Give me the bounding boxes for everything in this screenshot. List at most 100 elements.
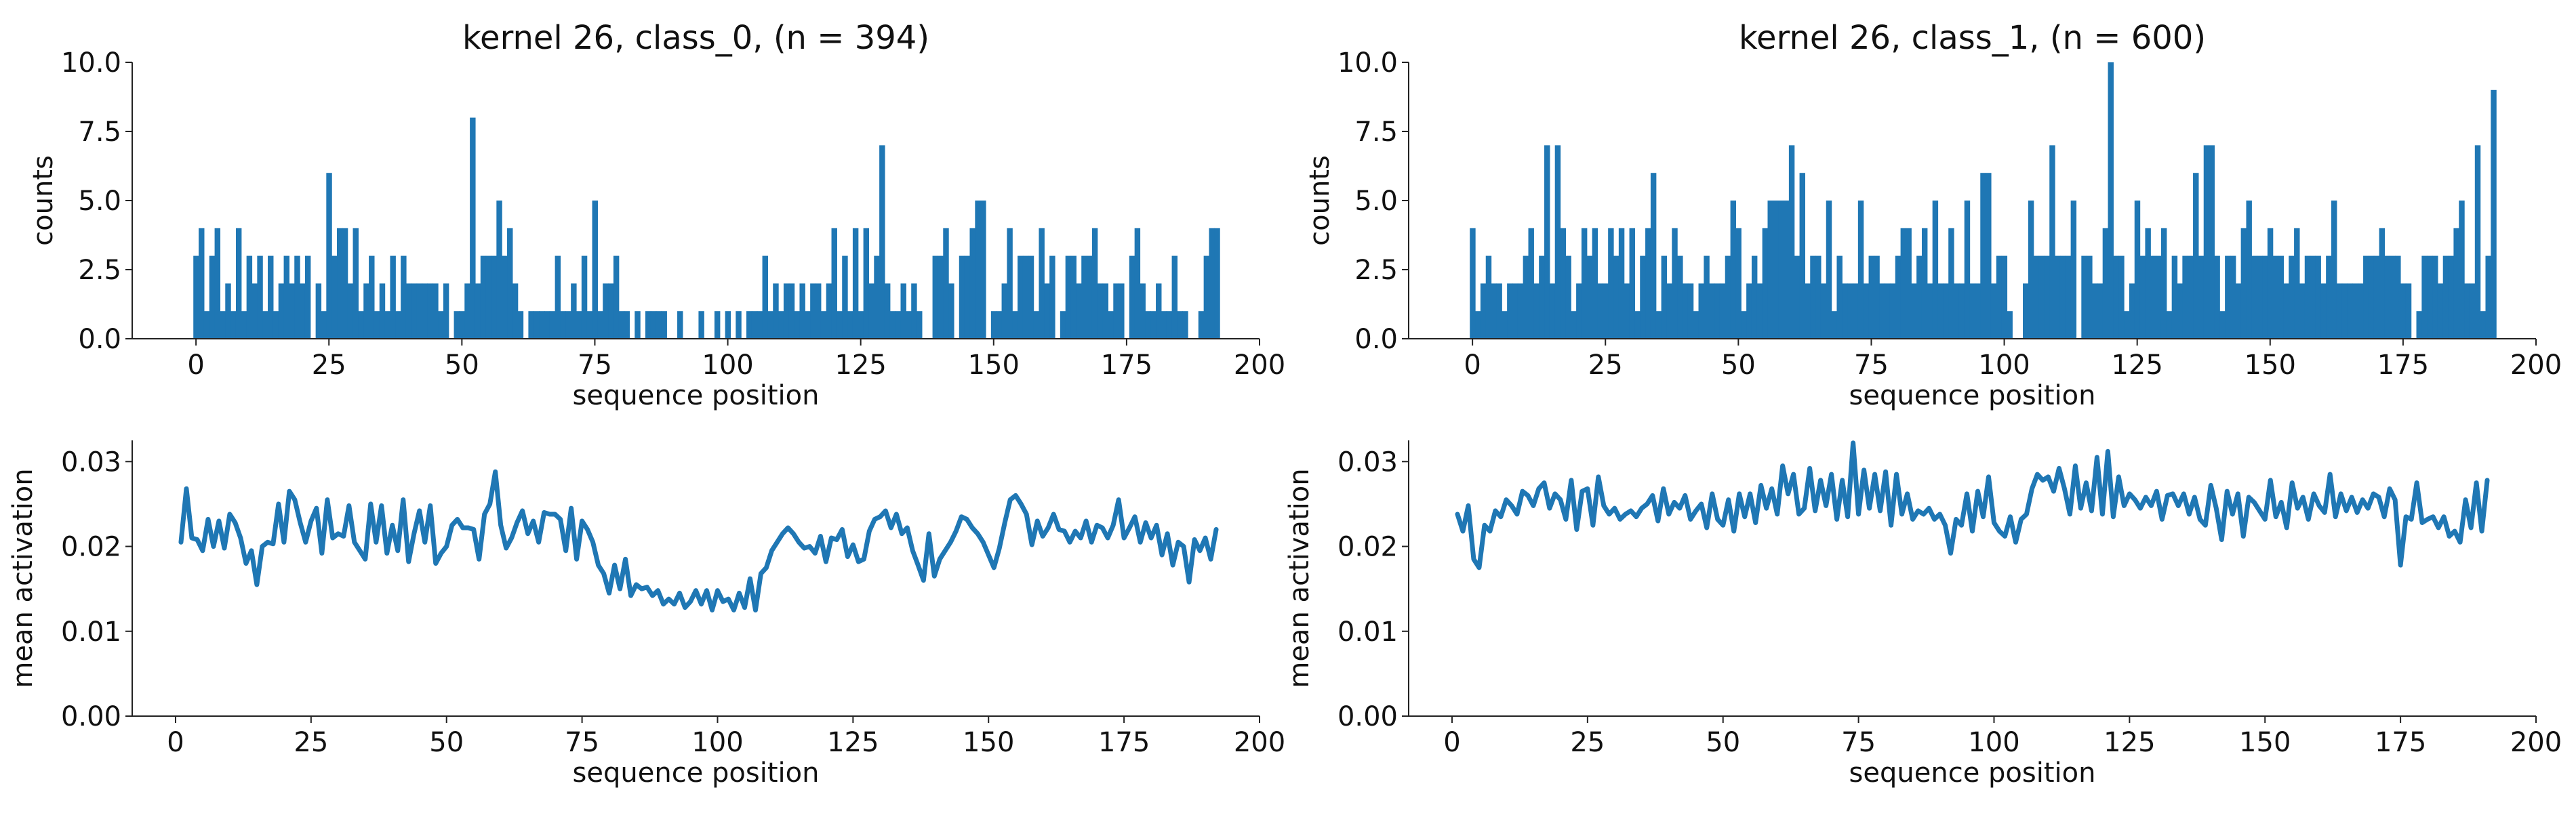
panel-2-bar-188	[2469, 283, 2476, 339]
panel-1-bar-98	[714, 311, 721, 339]
panel-1-bar-148	[980, 201, 986, 339]
panel-2-x-axis-label: sequence position	[1849, 380, 2096, 411]
panel-4-x-tick-label: 175	[2375, 727, 2426, 758]
panel-1-bar-49	[454, 311, 460, 339]
panel-1-bar-18	[289, 283, 295, 339]
panel-1-bar-176	[1129, 255, 1135, 339]
panel-2-y-tick-label: 2.5	[1354, 255, 1398, 286]
panel-2-bar-169	[2368, 255, 2375, 339]
panel-1-bar-166	[1076, 283, 1082, 339]
panel-1-bar-117	[816, 283, 822, 339]
panel-1-bar-46	[438, 311, 444, 339]
panel-2-bar-54	[1756, 283, 1763, 339]
panel-1-bar-147	[975, 201, 981, 339]
panel-2-bar-175	[2400, 283, 2407, 339]
panel-1-bar-21	[304, 255, 311, 339]
panel-1-x-tick-label: 75	[578, 350, 612, 381]
panel-1-bar-20	[300, 283, 306, 339]
panel-3-x-tick-label: 75	[565, 727, 599, 758]
panel-1-bar-139	[932, 255, 939, 339]
panel-2-bar-13	[1539, 255, 1545, 339]
panel-1-y-tick-label: 5.0	[78, 186, 121, 217]
panel-2-bar-12	[1533, 283, 1539, 339]
panel-2-bar-50	[1735, 228, 1742, 339]
panel-2-bar-126	[2139, 255, 2146, 339]
panel-1-bar-88	[661, 311, 667, 339]
panel-4-activation-line	[1455, 440, 2490, 570]
panel-1-bar-30	[353, 228, 359, 339]
panel-2-bar-6	[1502, 311, 1508, 339]
panel-2-bar-156	[2299, 283, 2306, 339]
panel-2-bar-187	[2464, 283, 2470, 339]
panel-2-bar-179	[2421, 255, 2428, 339]
panel-2-bar-133	[2177, 283, 2183, 339]
panel-1-bar-144	[959, 255, 965, 339]
panel-2-y-tick-label: 5.0	[1354, 186, 1398, 217]
panel-1-y-tick-label: 10.0	[61, 47, 121, 79]
panel-2-bar-65	[1815, 255, 1822, 339]
panel-2-bar-68	[1831, 311, 1838, 339]
panel-1-y-axis-label: counts	[28, 155, 59, 246]
panel-2-bar-173	[2390, 255, 2396, 339]
panel-2-bar-101	[2007, 311, 2013, 339]
panel-1-bar-32	[363, 283, 369, 339]
panel-1-bar-33	[369, 255, 375, 339]
panel-1-bar-14	[268, 255, 274, 339]
panel-1-bar-178	[1140, 283, 1146, 339]
panel-1-bar-177	[1134, 228, 1141, 339]
panel-2-bar-55	[1762, 228, 1769, 339]
panel-2-bar-61	[1794, 255, 1800, 339]
panel-3-y-tick-label: 0.02	[61, 532, 121, 563]
panel-2-bar-110	[2055, 255, 2061, 339]
panel-1-bar-189	[1198, 311, 1205, 339]
panel-1-bar-185	[1177, 311, 1183, 339]
panel-1-bar-27	[337, 228, 343, 339]
panel-1-bar-107	[762, 255, 768, 339]
panel-2-bar-141	[2219, 311, 2226, 339]
panel-1-bar-161	[1049, 255, 1055, 339]
panel-1-bar-168	[1087, 255, 1093, 339]
panel-1-bar-45	[432, 283, 439, 339]
panel-2-y-tick-label: 7.5	[1354, 117, 1398, 148]
panel-3-x-tick-label: 100	[691, 727, 743, 758]
panel-1-bar-10	[246, 255, 253, 339]
panel-1-bar-157	[1028, 255, 1034, 339]
panel-2-x-tick-label: 200	[2510, 350, 2562, 381]
panel-1-bar-100	[725, 311, 731, 339]
panel-2-bar-18	[1565, 255, 1571, 339]
panel-2-bar-125	[2134, 201, 2141, 339]
panel-1-bar-134	[906, 311, 912, 339]
panel-2-bar-56	[1767, 201, 1773, 339]
panel-2-bar-26	[1608, 228, 1614, 339]
panel-1-x-tick-label: 175	[1101, 350, 1152, 381]
panel-2-bar-135	[2188, 255, 2194, 339]
panel-2-bar-90	[1948, 228, 1954, 339]
panel-1-bar-25	[326, 173, 332, 339]
panel-2-bar-99	[1996, 255, 2003, 339]
panel-2-bar-127	[2145, 228, 2151, 339]
panel-2-bar-0	[1470, 228, 1476, 339]
panel-1-bar-184	[1171, 255, 1178, 339]
panel-1-bar-42	[416, 283, 423, 339]
panel-2-bar-37	[1666, 283, 1672, 339]
panel-1-bar-109	[773, 283, 779, 339]
panel-1-bar-87	[656, 311, 662, 339]
panel-2-bar-46	[1714, 283, 1720, 339]
panel-2-y-axis-label: counts	[1304, 155, 1335, 246]
panel-1-bar-150	[990, 311, 997, 339]
panel-2-bar-113	[2070, 201, 2077, 339]
panel-2-bar-96	[1980, 173, 1986, 339]
panel-1-bar-141	[943, 228, 949, 339]
panel-1-bar-40	[405, 283, 412, 339]
panel-2-bar-166	[2352, 283, 2358, 339]
panel-2-bar-36	[1661, 255, 1668, 339]
panel-2-bar-63	[1805, 283, 1811, 339]
panel-1-bar-153	[1007, 228, 1013, 339]
panel-2-bar-4	[1491, 283, 1497, 339]
panel-1-bar-145	[964, 255, 971, 339]
panel-2-bar-152	[2278, 255, 2284, 339]
panel-1-bar-12	[257, 255, 263, 339]
panel-2-bar-161	[2326, 255, 2332, 339]
panel-2-bar-142	[2225, 255, 2231, 339]
panel-1-bar-115	[805, 311, 811, 339]
